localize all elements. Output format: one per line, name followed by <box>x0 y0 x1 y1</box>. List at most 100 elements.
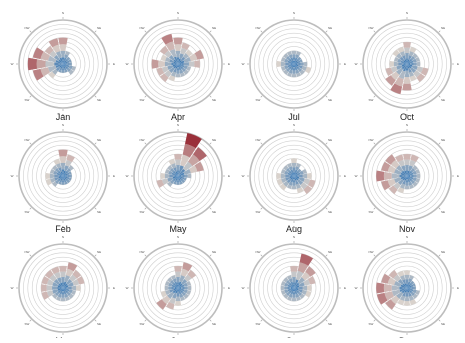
petal-sw-bin-4 <box>159 73 169 83</box>
petal-ne-bin-1 <box>407 173 410 176</box>
petal-e-bin-1 <box>63 287 68 289</box>
petal-n-bin-3 <box>291 271 297 278</box>
direction-label: S <box>293 113 295 117</box>
petal-ne-bin-4 <box>187 269 197 279</box>
petal-wnw-bin-4 <box>50 168 55 174</box>
petal-ne-bin-1 <box>407 286 409 288</box>
petal-sw-bin-2 <box>288 65 293 70</box>
direction-label: NE <box>212 138 216 142</box>
grid-ring <box>23 136 103 216</box>
petal-nnw-bin-2 <box>290 57 294 62</box>
petal-ese-bin-1 <box>63 288 67 290</box>
petal-nnw-bin-3 <box>55 163 62 169</box>
petal-e-bin-1 <box>178 287 182 289</box>
direction-tick <box>325 207 328 210</box>
petal-e-bin-4 <box>416 173 421 179</box>
petal-sw-bin-1 <box>60 176 63 179</box>
petal-nw-bin-2 <box>397 278 404 285</box>
petal-nnw-bin-1 <box>173 56 178 64</box>
petal-nne-bin-4 <box>182 262 193 272</box>
petal-nnw-bin-2 <box>174 281 178 286</box>
grid-ring <box>151 149 205 203</box>
petal-ne-bin-1 <box>63 283 68 288</box>
petal-sw-bin-3 <box>283 181 289 187</box>
petal-nnw-bin-4 <box>286 275 292 280</box>
petal-nw-bin-2 <box>288 170 293 175</box>
grid-ring <box>36 261 90 315</box>
outer-ring <box>249 243 339 333</box>
petal-nne-bin-2 <box>179 275 186 283</box>
petal-s-bin-2 <box>176 67 180 71</box>
petal-se-bin-4 <box>299 293 305 299</box>
grid-ring <box>371 28 443 100</box>
petal-nne-bin-4 <box>296 51 302 56</box>
wind-rose-nov: N NE E SE S SW W NW Nov <box>355 123 459 234</box>
direction-label: S <box>177 225 179 229</box>
petal-sw-bin-3 <box>52 69 58 75</box>
petal-ssw-bin-1 <box>175 64 178 69</box>
direction-label: NE <box>441 250 445 254</box>
month-label: Jul <box>288 112 300 122</box>
grid-ring <box>23 248 103 328</box>
petal-w-bin-2 <box>54 174 59 178</box>
petal-sse-bin-4 <box>64 181 68 185</box>
petal-se-bin-3 <box>181 67 187 73</box>
petal-se-bin-1 <box>407 288 410 291</box>
petal-e-bin-4 <box>194 60 200 68</box>
petal-ese-bin-1 <box>63 176 66 178</box>
petal-nw-bin-2 <box>288 282 293 287</box>
petal-se-bin-2 <box>64 289 69 294</box>
petal-se-bin-4 <box>416 73 426 83</box>
petal-ese-bin-4 <box>186 66 191 72</box>
direction-tick <box>373 142 376 145</box>
petal-ssw-bin-3 <box>174 179 178 183</box>
petal-ese-bin-4 <box>183 177 187 181</box>
petal-nnw-bin-3 <box>54 271 61 279</box>
petal-sse-bin-4 <box>296 72 302 77</box>
petal-sse-bin-2 <box>178 290 182 295</box>
petal-e-bin-1 <box>407 175 411 177</box>
petal-ene-bin-4 <box>76 276 85 285</box>
petal-n-bin-3 <box>404 159 410 166</box>
petal-ene-bin-4 <box>302 168 307 174</box>
petal-s-bin-2 <box>405 292 409 297</box>
wind-rose-dec: NNEESESSWWNWDec <box>355 235 459 343</box>
petal-ese-bin-4 <box>420 67 429 76</box>
petal-nw-bin-2 <box>288 58 293 63</box>
outer-ring <box>249 19 339 109</box>
wind-rose-apr: N NE E SE S SW W NW Apr <box>126 11 230 122</box>
grid-ring <box>27 28 99 100</box>
petal-nw-bin-2 <box>172 282 177 287</box>
petal-wsw-bin-2 <box>167 65 174 70</box>
petal-ssw-bin-2 <box>290 290 294 295</box>
direction-label: NW <box>139 138 144 142</box>
petal-nnw-bin-4 <box>51 266 60 275</box>
petal-ese-bin-4 <box>415 290 420 296</box>
petal-wnw-bin-4 <box>281 280 286 286</box>
petal-s-bin-3 <box>61 294 65 298</box>
petal-sse-bin-2 <box>178 177 181 181</box>
petal-w-bin-1 <box>174 287 178 289</box>
petal-se-bin-2 <box>410 67 417 74</box>
petal-wnw-bin-3 <box>284 282 289 287</box>
petal-ne-bin-2 <box>297 277 305 285</box>
petal-nne-bin-1 <box>63 281 67 288</box>
petal-nne-bin-3 <box>295 54 300 59</box>
petal-ese-bin-2 <box>65 64 70 68</box>
petal-nw-bin-2 <box>57 170 62 175</box>
petal-sw-bin-3 <box>161 295 171 305</box>
petal-e-bin-1 <box>407 63 411 65</box>
petal-nw-bin-3 <box>164 50 172 58</box>
petal-e-bin-2 <box>181 286 185 290</box>
petal-s-bin-2 <box>61 291 65 295</box>
petal-ene-bin-2 <box>298 282 305 287</box>
petal-sw-bin-1 <box>60 288 63 291</box>
petal-ene-bin-4 <box>194 161 204 172</box>
month-label: Nov <box>399 224 416 234</box>
petal-wnw-bin-2 <box>56 172 61 176</box>
petal-nne-bin-4 <box>65 51 71 56</box>
petal-n-bin-1 <box>406 170 408 176</box>
petal-ese-bin-3 <box>416 66 424 73</box>
petal-wsw-bin-2 <box>54 176 60 181</box>
